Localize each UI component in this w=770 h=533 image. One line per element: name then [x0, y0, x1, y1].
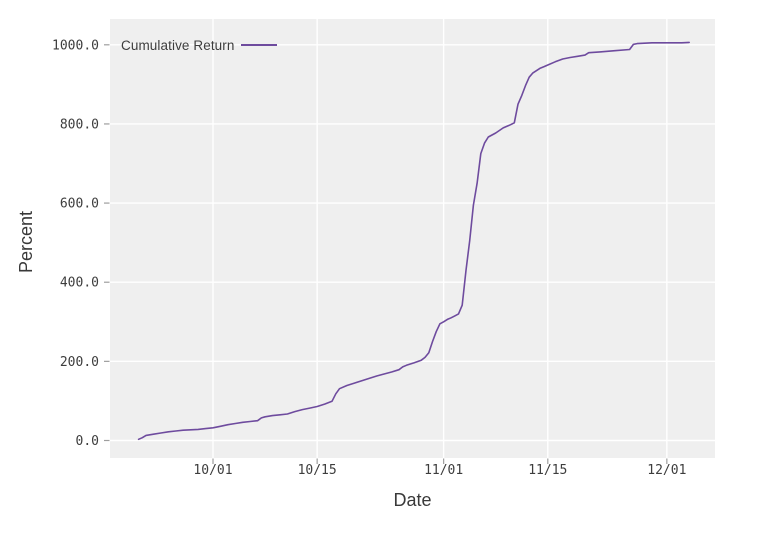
- x-tick-label: 10/01: [193, 463, 232, 478]
- x-tick-label: 11/01: [424, 463, 463, 478]
- legend-label: Cumulative Return: [121, 37, 235, 53]
- legend-line-swatch: [240, 44, 277, 46]
- x-axis-title: Date: [393, 490, 432, 510]
- y-tick-label: 400.0: [60, 276, 99, 291]
- y-tick-label: 200.0: [60, 355, 99, 370]
- legend: Cumulative Return: [121, 37, 277, 53]
- y-tick-label: 600.0: [60, 197, 99, 212]
- x-tick-label: 12/01: [647, 463, 686, 478]
- plot-panel: [110, 19, 715, 458]
- x-tick-label: 11/15: [528, 463, 567, 478]
- y-tick-label: 800.0: [60, 117, 99, 132]
- cumulative-return-line: [137, 41, 691, 441]
- x-tick-label: 10/15: [298, 463, 337, 478]
- y-tick-label: 1000.0: [52, 38, 99, 53]
- y-axis-title: Percent: [16, 210, 36, 273]
- y-tick-label: 0.0: [76, 434, 99, 449]
